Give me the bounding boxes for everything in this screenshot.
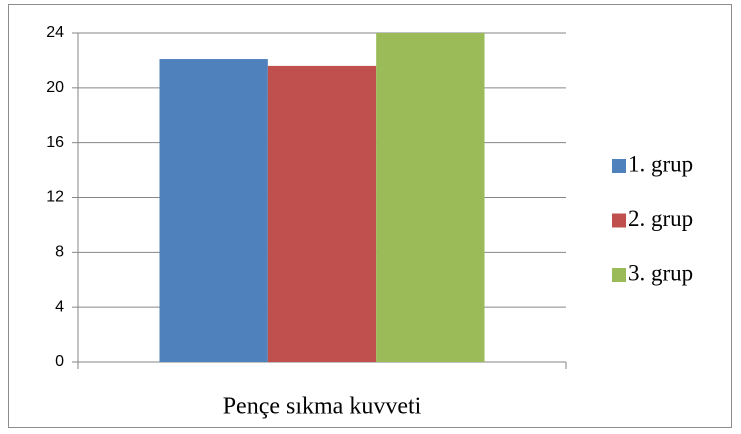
y-tick-label: 16 bbox=[46, 134, 64, 151]
x-tick-label: Pençe sıkma kuvveti bbox=[223, 394, 422, 420]
y-tick-label: 20 bbox=[46, 79, 64, 96]
y-tick-label: 4 bbox=[55, 298, 64, 315]
legend-label: 3. grup bbox=[628, 260, 693, 285]
legend-label: 1. grup bbox=[628, 151, 693, 176]
legend-swatch bbox=[612, 159, 626, 173]
y-tick-label: 8 bbox=[55, 244, 64, 261]
legend-swatch bbox=[612, 213, 626, 228]
y-tick-label: 0 bbox=[55, 353, 64, 370]
y-tick-label: 12 bbox=[46, 189, 64, 206]
bar bbox=[159, 59, 268, 362]
legend-swatch bbox=[612, 268, 626, 282]
y-tick-label: 24 bbox=[46, 24, 64, 41]
legend-label: 2. grup bbox=[628, 206, 693, 231]
bar bbox=[267, 65, 377, 363]
bar bbox=[376, 33, 485, 362]
